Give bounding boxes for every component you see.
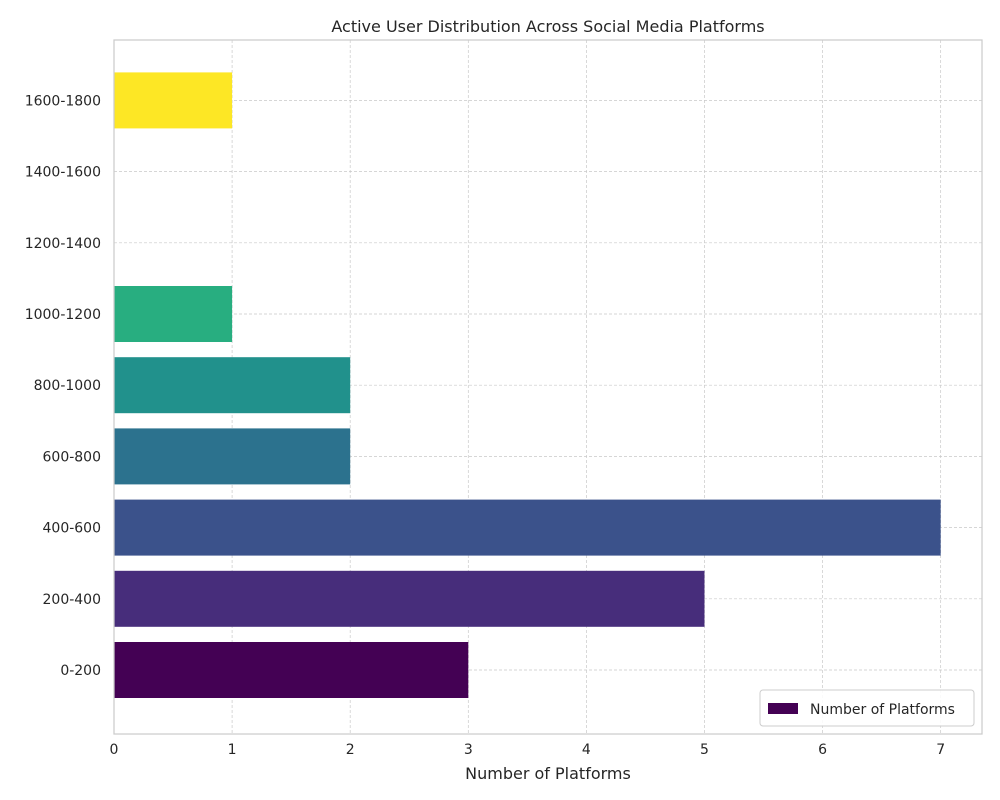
bar-400-600 [114,500,941,556]
y-tick-label: 1400-1600 [25,165,101,181]
y-tick-label: 0-200 [60,663,101,679]
legend-swatch [768,703,798,714]
x-axis-label: Number of Platforms [465,764,631,783]
bar-0-200 [114,642,468,698]
y-tick-label: 400-600 [43,521,102,537]
y-tick-label: 1600-1800 [25,93,101,109]
x-tick-label: 3 [464,742,473,758]
x-tick-label: 0 [110,742,119,758]
bar-1000-1200 [114,286,232,342]
y-tick-label: 200-400 [43,592,102,608]
x-tick-label: 2 [346,742,355,758]
x-tick-label: 7 [936,742,945,758]
chart-title: Active User Distribution Across Social M… [331,17,764,36]
bar-200-400 [114,571,704,627]
legend-label: Number of Platforms [810,702,955,718]
y-tick-label: 800-1000 [34,378,101,394]
y-tick-label: 1000-1200 [25,307,101,323]
y-tick-label: 600-800 [43,449,102,465]
bar-800-1000 [114,357,350,413]
legend: Number of Platforms [760,690,974,726]
y-tick-label: 1200-1400 [25,236,101,252]
bar-600-800 [114,428,350,484]
x-tick-label: 1 [228,742,237,758]
bar-1600-1800 [114,72,232,128]
x-tick-label: 5 [700,742,709,758]
x-tick-label: 4 [582,742,591,758]
x-tick-label: 6 [818,742,827,758]
